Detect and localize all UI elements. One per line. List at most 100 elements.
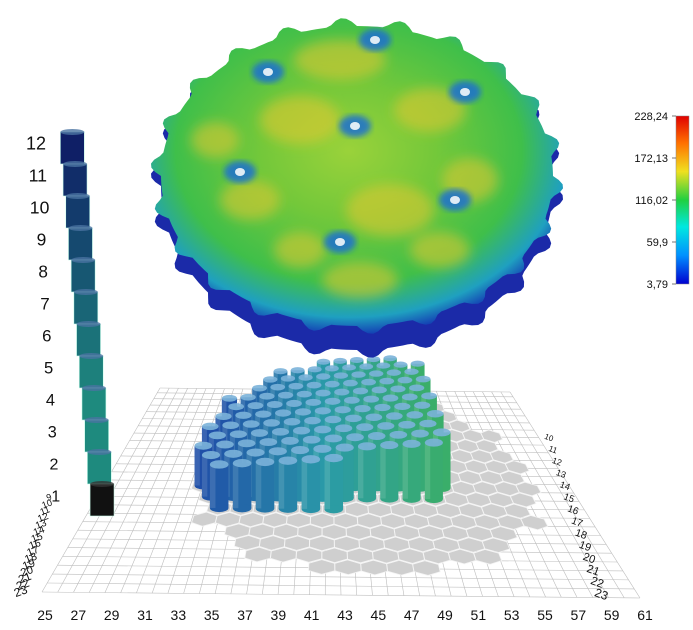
hex-cell <box>475 439 499 453</box>
height-level-label: 8 <box>38 262 48 282</box>
dome-dips <box>224 29 481 253</box>
dome-dip <box>224 161 256 183</box>
column-segment <box>81 387 107 421</box>
dome-dip <box>324 231 356 253</box>
grid-left-label: 9 <box>45 492 53 503</box>
height-level-label: 1 <box>51 489 60 506</box>
dome-hotspot <box>274 232 326 268</box>
grid-right-label: 13 <box>555 467 568 480</box>
grid-bottom-label: 35 <box>204 607 220 623</box>
dome-hotspot <box>220 180 280 220</box>
grid-bottom-label: 33 <box>171 607 187 623</box>
column-segment-cap <box>84 417 109 423</box>
grid-bottom-label: 61 <box>637 607 653 623</box>
hex-cell <box>448 419 471 433</box>
grid-right-label: 20 <box>581 551 597 566</box>
dome-hotspots <box>191 40 498 298</box>
column-segment <box>60 131 85 165</box>
grid-bottom-label: 29 <box>104 607 120 623</box>
hex-cell <box>284 535 310 551</box>
column-segment <box>62 163 88 197</box>
column-segment <box>84 419 109 453</box>
column-segment-cap <box>76 321 101 327</box>
rod <box>324 453 344 514</box>
grid-left-label: 14 <box>32 524 47 538</box>
hex-cell <box>412 560 441 576</box>
height-level-label: 12 <box>26 134 46 154</box>
dome-hotspot <box>410 232 470 268</box>
grid-right-label: 21 <box>585 563 601 579</box>
dome-hotspot <box>294 40 386 80</box>
column-segment <box>89 483 115 517</box>
column-segment <box>87 451 112 485</box>
column-segment-cap <box>90 481 115 487</box>
column-segment-cap <box>65 193 90 199</box>
column-segment-cap <box>68 225 93 231</box>
hex-cell <box>473 549 503 565</box>
grid-bottom-label: 37 <box>237 607 253 623</box>
rod <box>278 456 298 513</box>
dome-hotspot <box>322 262 398 298</box>
grid-line <box>136 388 216 594</box>
grid-bottom-label: 53 <box>504 607 520 623</box>
grid-line <box>41 591 641 599</box>
grid-bottom-label: 55 <box>537 607 553 623</box>
height-level-label: 7 <box>40 295 49 314</box>
grid-line <box>491 391 609 598</box>
hex-cell <box>489 526 518 542</box>
grid-left-label: 20 <box>19 564 35 580</box>
dome-dip <box>339 115 371 137</box>
colorbar-ticks: 228,24 172,13 116,02 59,9 3,79 <box>634 111 676 291</box>
grid-bottom-label: 27 <box>71 607 87 623</box>
grid-bottom-label: 39 <box>271 607 287 623</box>
hex-cell <box>504 460 530 475</box>
dome-hotspot <box>346 184 434 236</box>
grid-line <box>482 391 594 598</box>
dome-surface <box>151 18 563 358</box>
grid-left-label: 16 <box>27 537 42 552</box>
height-level-label: 4 <box>46 392 55 410</box>
column-segment-cap <box>79 353 104 359</box>
rod <box>255 457 275 513</box>
grid-bottom-label: 57 <box>571 607 587 623</box>
dome-hotspot <box>191 122 239 158</box>
grid-line <box>52 573 629 581</box>
colorbar-tick-label: 3,79 <box>647 279 668 291</box>
grid-bottom-label: 41 <box>304 607 320 623</box>
rod <box>301 455 321 514</box>
grid-right-label: 19 <box>577 539 592 554</box>
grid-line <box>500 391 625 598</box>
column-segment-cap <box>81 385 106 391</box>
colorbar-tick-label: 228,24 <box>634 111 668 123</box>
grid-left-label: 17 <box>25 544 40 559</box>
grid-left-label: 10 <box>40 498 53 511</box>
column-segment-cap <box>60 129 85 135</box>
height-column-labels: 12 11 10 9 8 7 6 5 4 3 2 1 <box>26 134 60 506</box>
grid-bottom-label: 51 <box>471 607 487 623</box>
grid-line <box>88 388 188 593</box>
height-column <box>60 129 115 517</box>
height-level-label: 9 <box>37 230 47 250</box>
colorbar: 228,24 172,13 116,02 59,9 3,79 <box>634 111 690 291</box>
grid-bottom-label: 49 <box>437 607 453 623</box>
grid-right-label: 11 <box>547 443 559 455</box>
rod <box>209 460 229 513</box>
rod <box>402 439 421 503</box>
grid-bottom-label: 59 <box>604 607 620 623</box>
colorbar-tick-label: 172,13 <box>634 153 668 165</box>
grid-left-label: 23 <box>12 582 30 600</box>
colorbar-ramp <box>675 115 690 285</box>
grid-right-label: 23 <box>593 585 611 603</box>
grid-left-label: 11 <box>38 503 51 517</box>
rod <box>380 440 399 503</box>
grid-bottom-label: 45 <box>371 607 387 623</box>
column-segment <box>78 355 104 389</box>
grid-bottom-label: 31 <box>137 607 153 623</box>
grid-right-label: 12 <box>551 455 564 468</box>
hex-cell <box>297 524 323 540</box>
height-level-label: 2 <box>50 457 59 474</box>
